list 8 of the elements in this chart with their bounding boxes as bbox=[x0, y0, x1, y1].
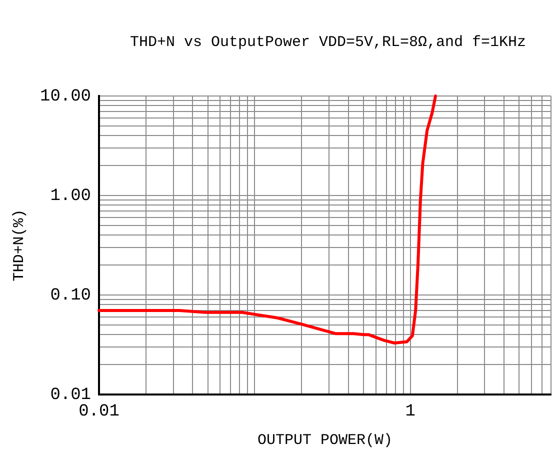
y-axis-title: THD+N(%) bbox=[10, 209, 28, 282]
y-tick-label: 1.00 bbox=[50, 187, 92, 206]
y-tick-label: 0.10 bbox=[50, 286, 92, 306]
x-tick-label: 1 bbox=[405, 402, 416, 422]
y-tick-label: 0.01 bbox=[50, 386, 92, 406]
y-tick-label: 10.00 bbox=[40, 88, 92, 106]
chart-title: THD+N vs OutputPower VDD=5V,RL=8Ω,and f=1KHz bbox=[128, 33, 528, 53]
x-axis-title: OUTPUT POWER(W) bbox=[257, 432, 393, 449]
